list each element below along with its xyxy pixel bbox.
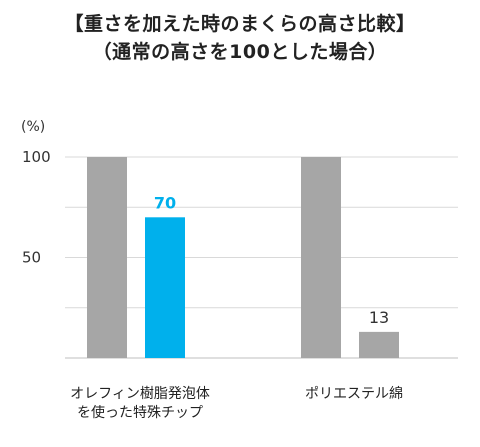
bar-1-value bbox=[145, 217, 185, 358]
y-tick-label-100: 100 bbox=[22, 148, 51, 166]
bar-2-reference bbox=[301, 157, 341, 358]
y-axis-unit: (%) bbox=[21, 119, 45, 135]
bar-1-reference bbox=[87, 157, 127, 358]
y-tick-label-50: 50 bbox=[22, 249, 41, 267]
data-label-1: 70 bbox=[154, 193, 176, 212]
bar-2-value bbox=[359, 331, 399, 358]
bars bbox=[87, 157, 399, 358]
category-label-2-line-1: ポリエステル綿 bbox=[305, 386, 403, 402]
category-label-1-line-1: オレフィン樹脂発泡体 bbox=[70, 386, 210, 402]
chart-title: 【重さを加えた時のまくらの高さ比較】 bbox=[64, 13, 416, 35]
chart-subtitle: （通常の高さを100とした場合） bbox=[92, 41, 388, 63]
data-label-2: 13 bbox=[369, 308, 389, 327]
category-label-1-line-2: を使った特殊チップ bbox=[77, 404, 203, 421]
